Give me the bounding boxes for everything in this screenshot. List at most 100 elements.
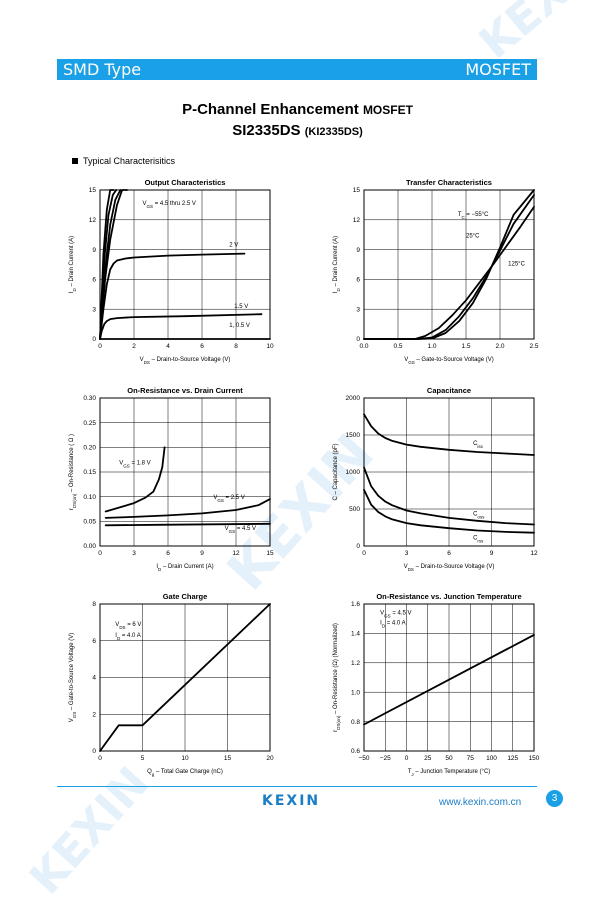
y-tick-label: 1.4 [351,631,360,638]
chart-3: 0 3 6 9 12 15 0.00 0.05 0.10 0.15 0.20 0.25 0.30 On-R… [69,386,274,572]
x-axis-label: VDS – Drain-to-Source Voltage (V) [404,564,495,572]
x-tick-label: 5 [141,755,145,762]
x-tick-label: 6 [200,343,204,350]
annotation-label: 1, 0.5 V [229,323,250,329]
annotation-label: 1.5 V [234,304,248,310]
series-line [99,252,246,340]
y-tick-label: 0.00 [83,543,96,550]
x-tick-label: 15 [266,550,274,557]
y-tick-label: 9 [92,247,96,254]
header-band: SMD Type MOSFET [57,59,537,80]
x-tick-label: 6 [166,550,170,557]
x-axis-label: VGS – Gate-to-Source Voltage (V) [404,357,494,365]
chart-title: Capacitance [427,386,471,395]
annotation-label: Ciss [473,441,484,449]
y-tick-label: 0 [356,543,360,550]
x-tick-label: 0 [98,343,102,350]
footer-url[interactable]: www.kexin.com.cn [439,797,522,808]
section-label: Typical Characterisitics [83,156,176,166]
y-tick-label: 1000 [346,469,361,476]
annotation-label: VDS = 6 V [115,622,141,630]
x-tick-label: 25 [424,755,432,762]
series-line [99,189,115,340]
x-tick-label: 9 [200,550,204,557]
x-axis-label: VDS – Drain-to-Source Voltage (V) [140,357,231,365]
x-tick-label: 0 [362,550,366,557]
x-tick-label: 0.5 [393,343,402,350]
x-tick-label: 4 [166,343,170,350]
x-tick-label: 0 [98,550,102,557]
x-tick-label: −50 [358,755,369,762]
series-line [99,603,271,752]
y-tick-label: 0.20 [83,445,96,452]
x-tick-label: 20 [266,755,274,762]
plot-frame [363,603,535,752]
bullet-square-icon [72,158,78,164]
x-tick-label: 0 [405,755,409,762]
y-tick-label: 2000 [346,395,361,402]
y-tick-label: 6 [356,277,360,284]
x-axis-label: ID – Drain Current (A) [156,564,213,572]
part-alias: (KI2335DS) [304,126,363,138]
x-tick-label: 12 [232,550,240,557]
plot-frame [363,397,535,547]
x-tick-label: 2 [132,343,136,350]
y-axis-label: ID – Drain Current (A) [69,236,77,293]
footer-logo: KEXIN [262,793,321,809]
x-tick-label: 12 [530,550,538,557]
y-axis-label: VGS – Gate-to-Source Voltage (V) [69,633,77,723]
y-tick-label: 0 [92,336,96,343]
y-tick-label: 12 [89,217,97,224]
annotation-label: VGS = 1.8 V [119,461,150,469]
chart-5: 0 5 10 15 20 0 2 4 6 8 Gate Charge Qg – Total Gate … [69,592,274,777]
x-tick-label: 9 [490,550,494,557]
annotation-label: VGS = 4.5 V [380,610,411,618]
chart-title: On-Resistance vs. Drain Current [127,386,243,395]
y-axis-label: rDS(on) – On-Resistance (Ω) (Normalized) [333,623,341,732]
y-tick-label: 0.30 [83,395,96,402]
annotation-label: VGS = 4.5 thru 2.5 V [143,201,196,209]
series-line [363,466,535,526]
part-main: SI2335DS [232,122,305,139]
y-tick-label: 9 [356,247,360,254]
title-small: MOSFET [362,103,413,117]
part-number: SI2335DS (KI2335DS) [0,122,595,139]
y-tick-label: 0.8 [351,719,360,726]
y-tick-label: 1.0 [351,689,360,696]
y-tick-label: 6 [92,638,96,645]
x-tick-label: 3 [405,550,409,557]
y-tick-label: 0.15 [83,469,96,476]
x-tick-label: 15 [224,755,232,762]
x-tick-label: 50 [445,755,453,762]
y-tick-label: 0 [92,748,96,755]
plot-frame [99,397,271,547]
x-tick-label: 1.5 [461,343,470,350]
chart-6: −50 −25 0 25 50 75 100 125 150 0.6 0.8 1.0 1.2 1.4 1.6… [333,592,540,777]
x-tick-label: 10 [266,343,274,350]
y-tick-label: 3 [356,306,360,313]
annotation-label: 125°C [508,261,525,267]
x-tick-label: 10 [181,755,189,762]
annotation-label: ID = 4.0 A [380,621,405,629]
annotation-label: 2 V [229,243,238,249]
chart-title: Transfer Characteristics [406,178,492,187]
x-tick-label: 1.0 [427,343,436,350]
x-tick-label: 8 [234,343,238,350]
chart-title: Gate Charge [163,592,208,601]
series-line [99,313,263,340]
y-tick-label: 12 [353,217,361,224]
y-tick-label: 15 [89,187,97,194]
y-axis-label: rDS(on) – On-Resistance ( Ω ) [69,434,77,510]
section-heading: Typical Characterisitics [72,156,175,166]
y-tick-label: 0 [356,336,360,343]
y-tick-label: 8 [92,601,96,608]
header-left-text: SMD Type [63,60,142,79]
y-tick-label: 6 [92,277,96,284]
chart-2: 0.0 0.5 1.0 1.5 2.0 2.5 0 3 6 9 12 15 Transfer Chara… [333,178,539,365]
y-tick-label: 1.6 [351,601,360,608]
y-tick-label: 4 [92,675,96,682]
annotation-label: ID = 4.0 A [115,633,140,641]
plot-frame [99,603,271,752]
y-tick-label: 2 [92,711,96,718]
x-axis-label: Qg – Total Gate Charge (nC) [147,769,223,777]
